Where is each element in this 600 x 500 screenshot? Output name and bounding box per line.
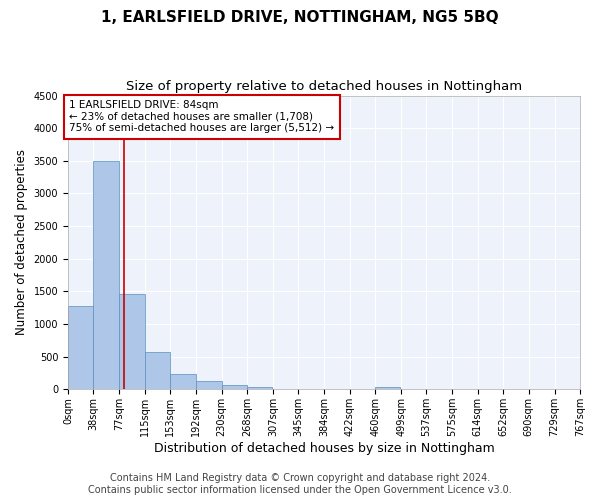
Bar [196,382,221,390]
Text: 1 EARLSFIELD DRIVE: 84sqm
← 23% of detached houses are smaller (1,708)
75% of se: 1 EARLSFIELD DRIVE: 84sqm ← 23% of detac… [70,100,334,134]
Text: Contains HM Land Registry data © Crown copyright and database right 2024.
Contai: Contains HM Land Registry data © Crown c… [88,474,512,495]
Y-axis label: Number of detached properties: Number of detached properties [15,150,28,336]
Bar [94,161,119,390]
Bar [221,384,247,390]
Bar [375,388,400,390]
Bar [170,374,196,390]
X-axis label: Distribution of detached houses by size in Nottingham: Distribution of detached houses by size … [154,442,494,455]
Bar [119,294,145,390]
Title: Size of property relative to detached houses in Nottingham: Size of property relative to detached ho… [126,80,522,93]
Text: 1, EARLSFIELD DRIVE, NOTTINGHAM, NG5 5BQ: 1, EARLSFIELD DRIVE, NOTTINGHAM, NG5 5BQ [101,10,499,25]
Bar [247,386,272,390]
Bar [68,306,94,390]
Bar [145,352,170,390]
